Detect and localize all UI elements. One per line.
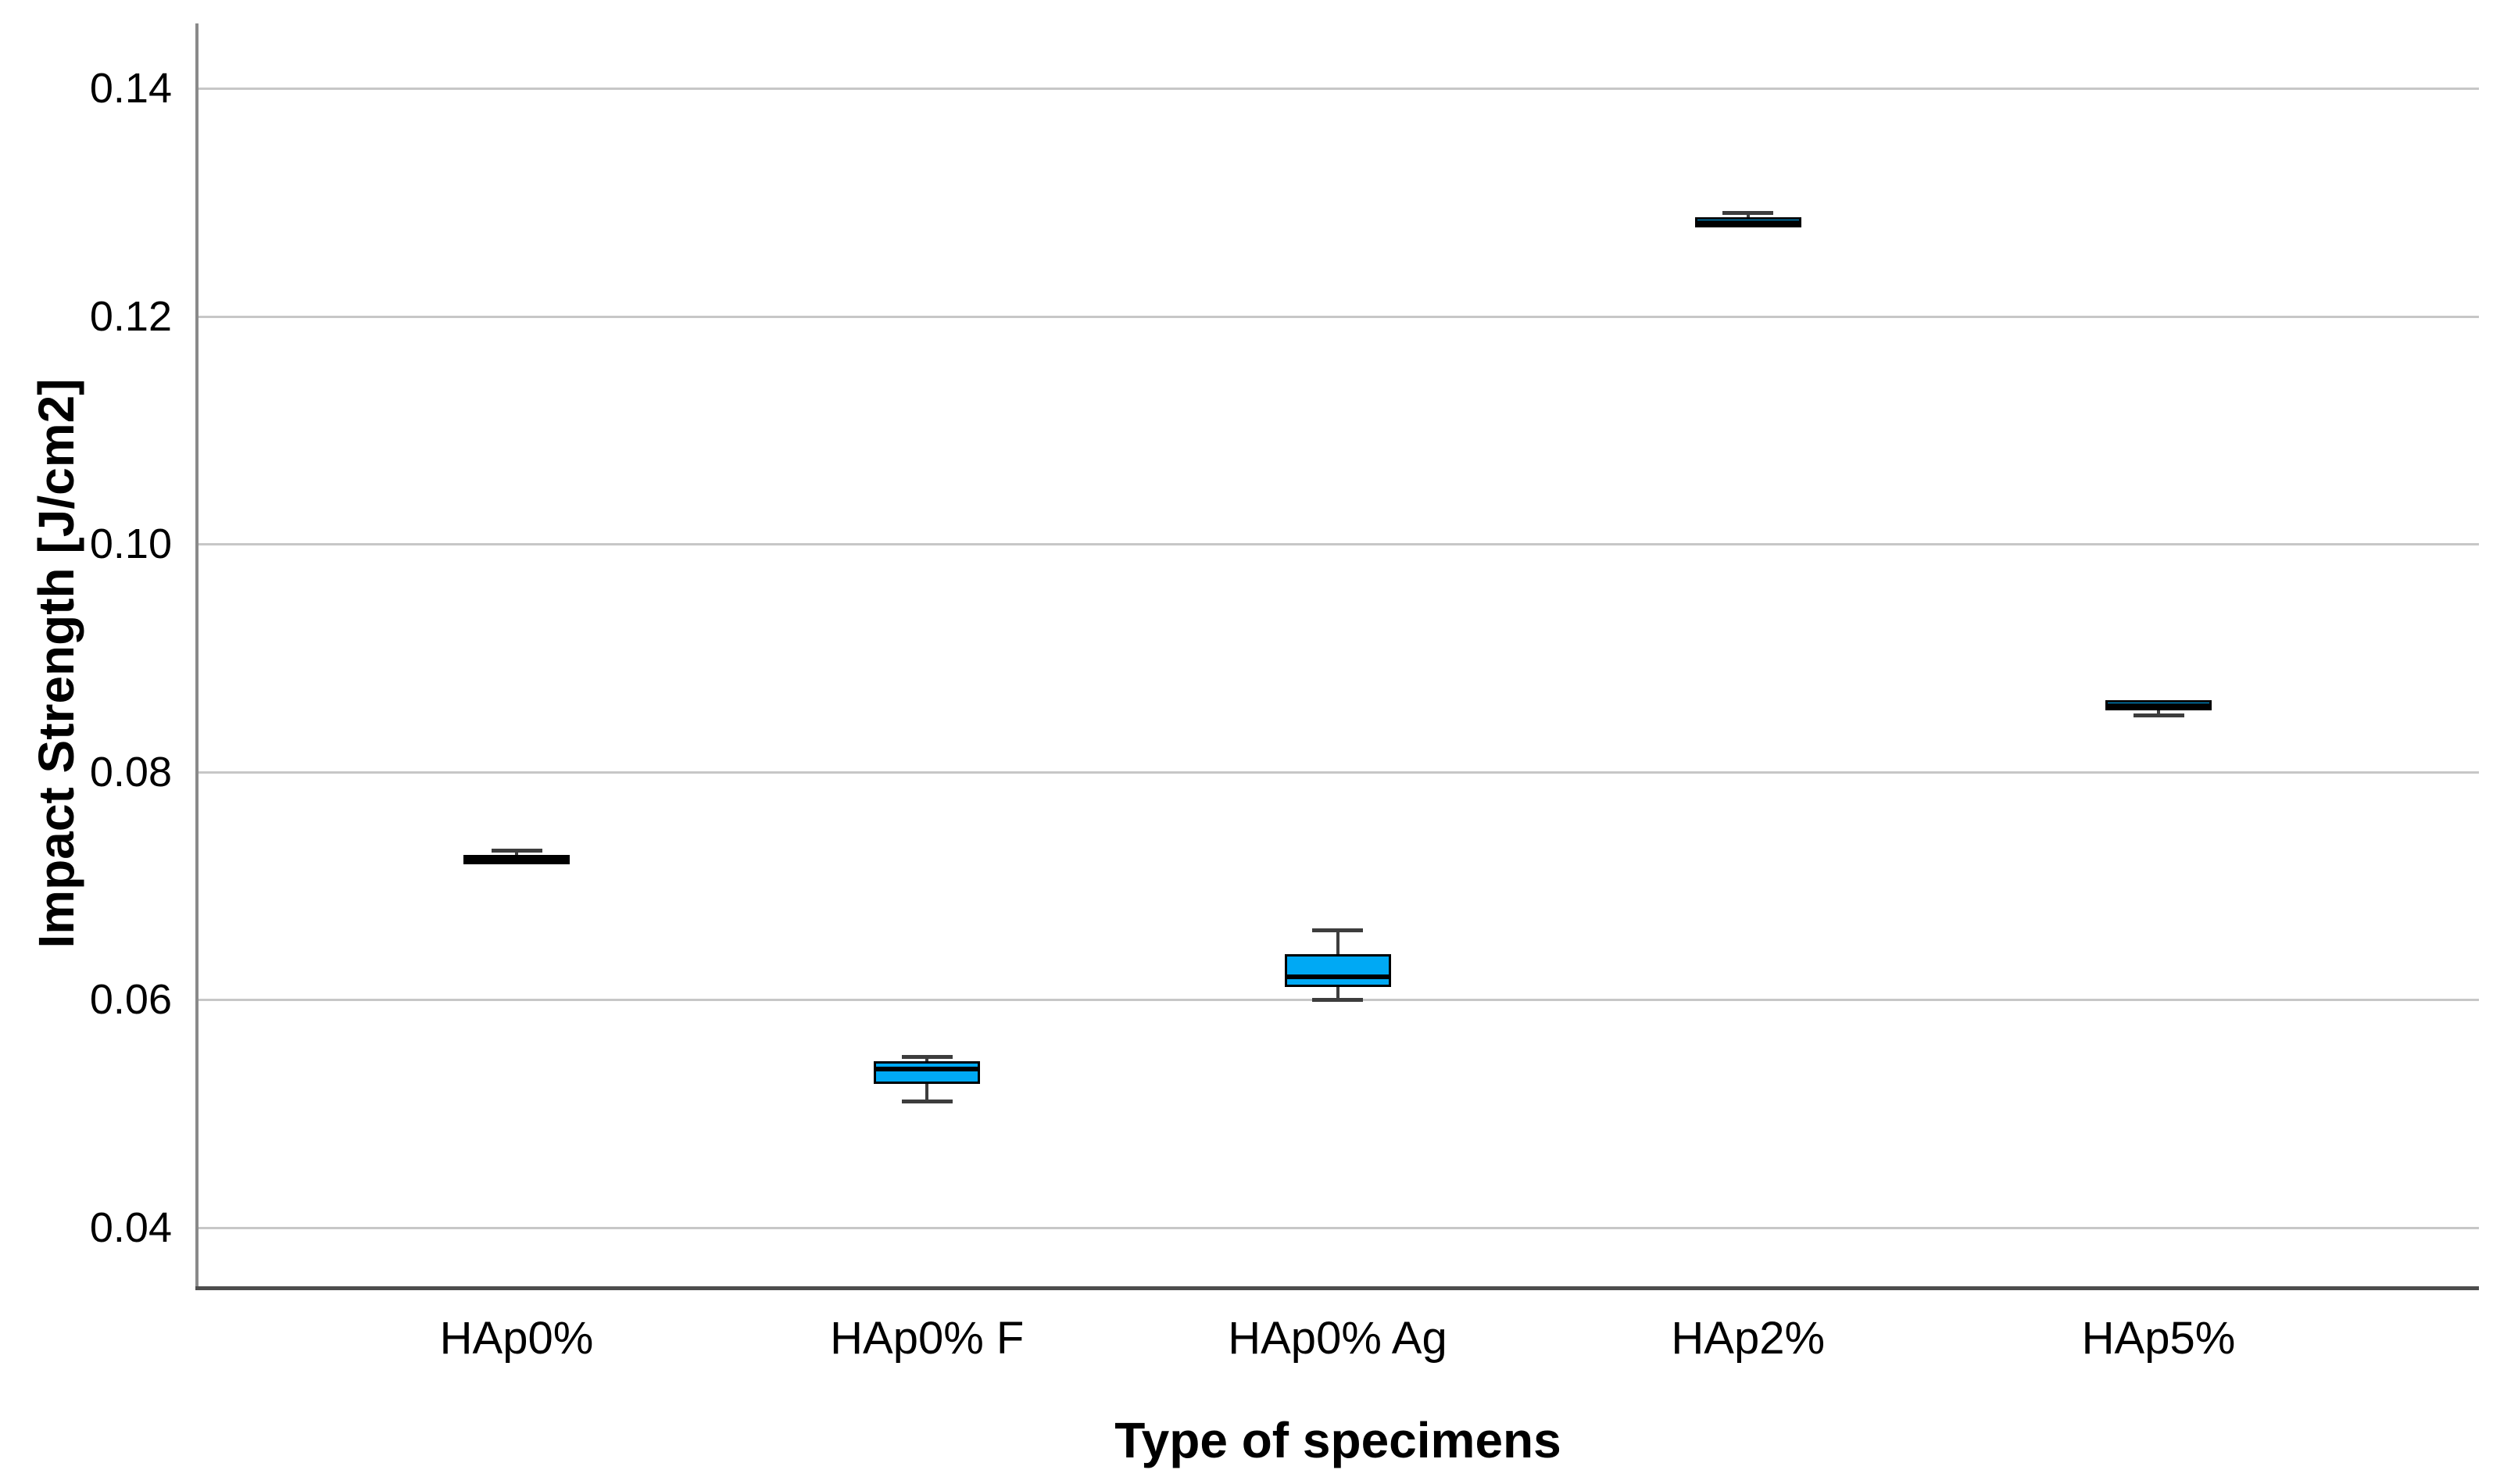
- lower-whisker-cap: [901, 1099, 953, 1103]
- median-line: [466, 856, 567, 862]
- x-category-label: HAp0%: [439, 1313, 594, 1364]
- median-line: [1697, 220, 1799, 225]
- lower-whisker-line: [925, 1084, 929, 1101]
- y-gridline: [197, 543, 2479, 546]
- x-axis-title: Type of specimens: [1114, 1412, 1561, 1468]
- x-category-label: HAp0% Ag: [1228, 1313, 1447, 1364]
- y-gridline: [197, 1226, 2479, 1229]
- x-category-label: HAp0% F: [830, 1313, 1025, 1364]
- median-line: [876, 1067, 978, 1072]
- upper-whisker-cap: [901, 1055, 953, 1060]
- y-tick-label: 0.10: [89, 520, 172, 568]
- y-gridline: [197, 771, 2479, 774]
- x-axis-line: [195, 1286, 2479, 1290]
- y-tick-label: 0.14: [89, 65, 172, 113]
- upper-whisker-line: [1336, 930, 1339, 954]
- y-tick-label: 0.06: [89, 976, 172, 1024]
- x-category-label: HAp5%: [2081, 1313, 2236, 1364]
- y-tick-label: 0.08: [89, 748, 172, 796]
- upper-whisker-cap: [1722, 210, 1774, 215]
- box: [1284, 953, 1391, 988]
- median-line: [2108, 703, 2209, 708]
- y-gridline: [197, 315, 2479, 318]
- y-axis-title: Impact Strength [J/cm2]: [28, 378, 84, 949]
- upper-whisker-cap: [491, 849, 542, 853]
- lower-whisker-cap: [2133, 713, 2184, 717]
- x-category-label: HAp2%: [1671, 1313, 1826, 1364]
- y-axis-line: [195, 23, 199, 1290]
- y-gridline: [197, 88, 2479, 91]
- lower-whisker-line: [2157, 710, 2160, 715]
- lower-whisker-line: [1336, 987, 1339, 1000]
- y-tick-label: 0.04: [89, 1203, 172, 1251]
- upper-whisker-cap: [1312, 928, 1363, 933]
- y-tick-label: 0.12: [89, 292, 172, 340]
- lower-whisker-cap: [1312, 998, 1363, 1003]
- median-line: [1286, 974, 1389, 980]
- box: [874, 1060, 981, 1085]
